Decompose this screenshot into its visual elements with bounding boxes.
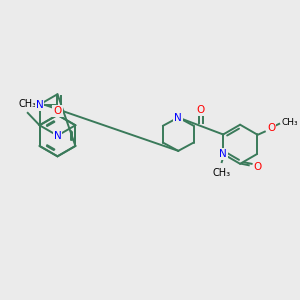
Text: O: O <box>196 105 205 115</box>
Text: N: N <box>174 112 182 122</box>
Text: N: N <box>54 130 61 141</box>
Text: O: O <box>253 162 261 172</box>
Text: CH₃: CH₃ <box>213 168 231 178</box>
Text: CH₃: CH₃ <box>19 99 37 110</box>
Text: CH₃: CH₃ <box>281 118 298 127</box>
Text: N: N <box>36 100 43 110</box>
Text: N: N <box>219 149 227 159</box>
Text: O: O <box>268 123 276 133</box>
Text: O: O <box>53 106 62 116</box>
